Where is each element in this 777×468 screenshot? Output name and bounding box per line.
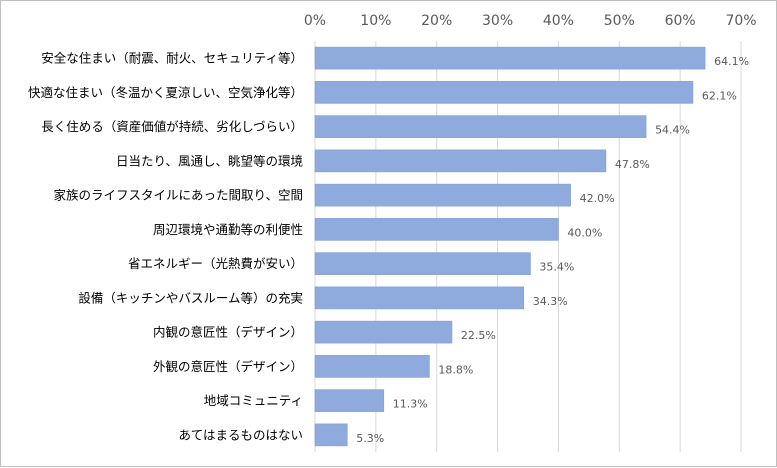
bar [314,355,430,378]
value-labels: 64.1% 62.1% 54.4% 47.8% 42.0% 40.0% 35.4% 34.3%… [356,55,749,445]
category-label: 安全な住まい（耐震、耐火、セキュリティ等） [41,51,303,66]
bar [314,183,571,207]
category-label: 内観の意匠性（デザイン） [153,325,303,340]
bar [314,389,385,412]
x-tick-label: 40% [543,13,574,29]
category-label: 長く住める（資産価値が持続、劣化しづらい） [41,119,303,134]
data-label: 34.3% [533,295,568,308]
bar [314,81,694,104]
bar [314,252,531,275]
bar [314,46,706,70]
bar [314,286,525,310]
bar [314,320,453,344]
bar [314,149,607,173]
data-label: 22.5% [461,329,496,342]
category-label: 外観の意匠性（デザイン） [153,359,303,374]
data-label: 42.0% [580,192,615,205]
category-label: 設備（キッチンやバスルーム等）の充実 [78,290,303,305]
category-label: 地域コミュニティ [204,393,303,408]
bar [314,423,348,447]
x-tick-label: 60% [665,13,696,29]
x-tick-label: 10% [360,13,391,29]
category-label: 省エネルギー（光熱費が安い） [128,256,303,271]
data-label: 11.3% [393,398,428,411]
bars [314,46,706,447]
category-label: 日当たり、風通し、眺望等の環境 [116,153,303,168]
category-label: あてはまるものはない [178,427,303,442]
data-label: 47.8% [615,158,650,171]
category-labels: 安全な住まい（耐震、耐火、セキュリティ等） 快適な住まい（冬温かく夏涼しい、空気浄… [28,51,303,443]
data-label: 40.0% [567,226,602,239]
bar [314,115,647,138]
x-tick-label: 30% [482,13,513,29]
data-label: 54.4% [655,124,690,137]
gridlines [314,41,742,452]
data-label: 5.3% [356,432,384,445]
category-label: 周辺環境や通勤等の利便性 [153,222,303,237]
x-tick-label: 50% [604,13,635,29]
category-label: 家族のライフスタイルにあった間取り、空間 [53,188,303,203]
x-tick-label: 0% [304,13,326,29]
x-tick-label: 20% [421,13,452,29]
data-label: 18.8% [438,363,473,376]
x-tick-label: 70% [725,13,756,29]
category-label: 快適な住まい（冬温かく夏涼しい、空気浄化等） [28,85,303,100]
data-label: 64.1% [714,55,749,68]
bar [314,218,559,241]
x-axis-ticks: 0% 10% 20% 30% 40% 50% 60% 70% [304,13,757,29]
data-label: 62.1% [702,89,737,102]
data-label: 35.4% [539,261,574,274]
